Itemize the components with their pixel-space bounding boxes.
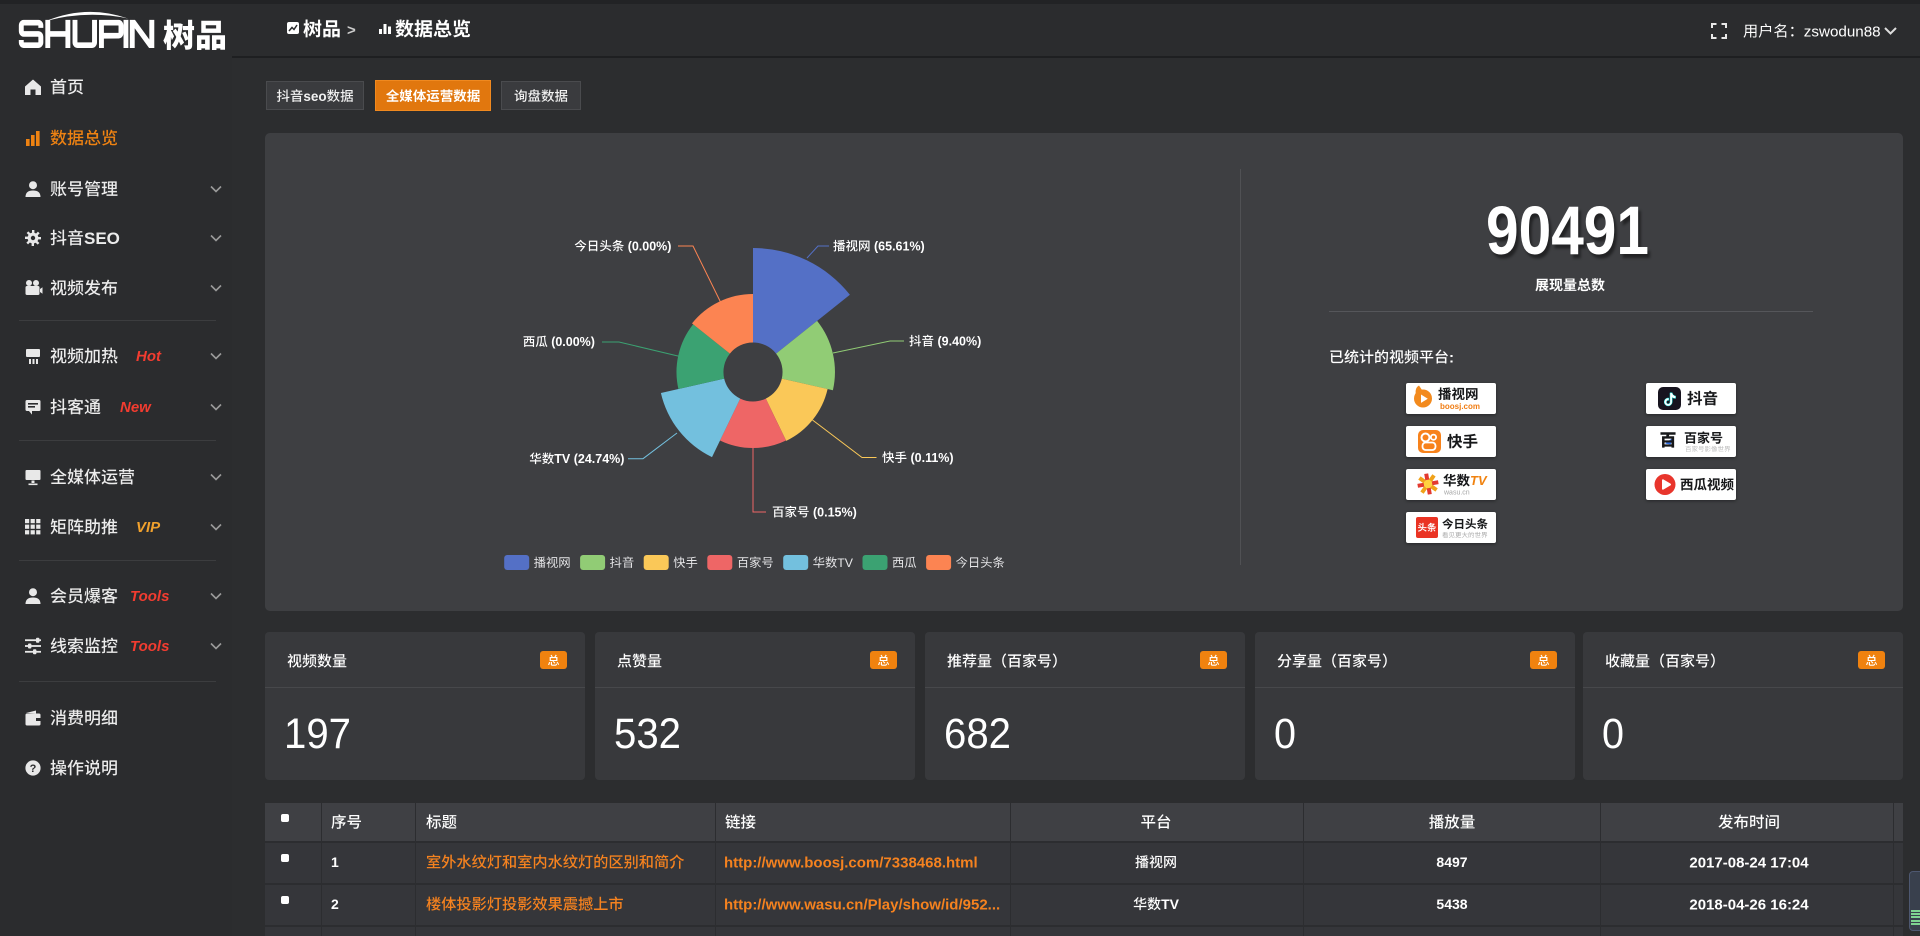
svg-text:(65.61%): (65.61%) xyxy=(874,239,925,253)
svg-text:>: > xyxy=(347,22,356,39)
svg-text:(0.15%): (0.15%) xyxy=(813,505,857,519)
svg-text:1: 1 xyxy=(331,854,339,870)
svg-text:New: New xyxy=(120,399,152,416)
svg-text:?: ? xyxy=(30,763,37,775)
svg-text:(0.00%): (0.00%) xyxy=(628,239,672,253)
svg-text:Tools: Tools xyxy=(130,638,169,655)
svg-text:Tools: Tools xyxy=(130,588,169,605)
svg-text:0: 0 xyxy=(1274,710,1296,758)
svg-text::: : xyxy=(1449,349,1454,366)
svg-text:boosj.com: boosj.com xyxy=(1440,402,1480,411)
svg-text:0: 0 xyxy=(1602,710,1624,758)
svg-text:(0.00%): (0.00%) xyxy=(551,335,595,349)
svg-text:2017-08-24 17:04: 2017-08-24 17:04 xyxy=(1689,855,1809,872)
svg-text:seo: seo xyxy=(303,89,326,104)
svg-text:5438: 5438 xyxy=(1436,896,1467,912)
svg-text:TV: TV xyxy=(1470,473,1488,488)
svg-text:http://www.boosj.com/7338468.h: http://www.boosj.com/7338468.html xyxy=(724,855,978,872)
svg-text:90491: 90491 xyxy=(1486,192,1649,269)
svg-text:2018-04-26 16:24: 2018-04-26 16:24 xyxy=(1689,897,1809,914)
svg-text:SEO: SEO xyxy=(84,229,120,248)
svg-text:http://www.wasu.cn/Play/show/i: http://www.wasu.cn/Play/show/id/952... xyxy=(724,897,1000,914)
svg-text:(0.11%): (0.11%) xyxy=(911,451,954,465)
svg-text:Hot: Hot xyxy=(136,348,162,365)
svg-text:wasu.cn: wasu.cn xyxy=(1443,490,1470,497)
svg-text:TV: TV xyxy=(1161,896,1180,912)
svg-text:TV (24.74%): TV (24.74%) xyxy=(554,452,624,466)
svg-text:8497: 8497 xyxy=(1436,854,1467,870)
svg-text:VIP: VIP xyxy=(136,519,161,536)
svg-text:zswodun88: zswodun88 xyxy=(1804,23,1881,40)
svg-text:2: 2 xyxy=(331,896,339,912)
svg-text:532: 532 xyxy=(614,710,681,758)
svg-text:TV: TV xyxy=(837,556,854,570)
svg-text:682: 682 xyxy=(944,710,1011,758)
svg-text:(9.40%): (9.40%) xyxy=(938,334,982,348)
svg-text:197: 197 xyxy=(284,710,351,758)
